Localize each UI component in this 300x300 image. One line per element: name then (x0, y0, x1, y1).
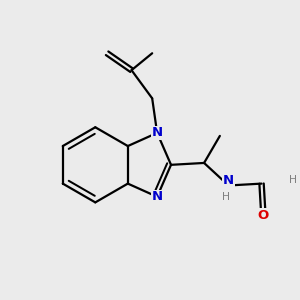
Text: N: N (223, 174, 234, 187)
Text: N: N (152, 126, 163, 140)
Text: N: N (152, 190, 163, 203)
Text: H: H (221, 192, 230, 202)
Text: H: H (289, 175, 297, 185)
Text: O: O (258, 209, 269, 222)
